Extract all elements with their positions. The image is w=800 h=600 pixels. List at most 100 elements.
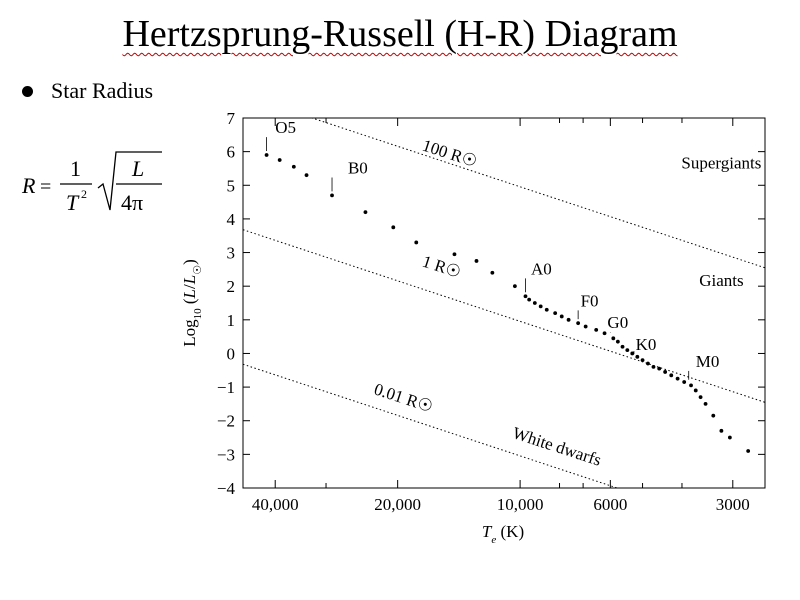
- x-axis-label-part: (K): [496, 522, 524, 541]
- main-sequence-point: [512, 284, 517, 289]
- main-sequence-point: [703, 402, 708, 406]
- main-sequence-point: [264, 153, 269, 157]
- main-sequence-point: [544, 307, 549, 312]
- x-tick-label: 6000: [593, 495, 627, 514]
- region-label: Giants: [699, 271, 743, 290]
- y-axis-label-part: (: [180, 298, 199, 308]
- main-sequence-point: [414, 240, 419, 245]
- spectral-class-label: M0: [696, 352, 720, 371]
- bullet-icon: [22, 85, 33, 97]
- main-sequence-point: [363, 210, 368, 215]
- main-sequence-point: [663, 370, 668, 374]
- radius-line-label: 0.01 R☉: [372, 380, 435, 417]
- main-sequence-point: [553, 311, 558, 315]
- bullet-text: Star Radius: [51, 78, 154, 103]
- main-sequence-point: [635, 354, 640, 359]
- spectral-class-label: F0: [581, 291, 599, 310]
- formula-radical: [97, 151, 162, 211]
- y-axis-label-part: /: [180, 284, 199, 289]
- y-tick-label: 3: [227, 244, 236, 263]
- main-sequence-point: [538, 304, 543, 309]
- formula-radical-numerator: L: [131, 156, 144, 181]
- spectral-class-label: B0: [348, 159, 368, 178]
- main-sequence-point: [615, 339, 620, 344]
- formula-exponent: 2: [81, 187, 87, 201]
- main-sequence-point: [602, 331, 607, 336]
- y-tick-label: −2: [217, 412, 235, 431]
- spectral-class-label: G0: [607, 313, 628, 332]
- region-label: White dwarfs: [510, 423, 603, 470]
- formula-numerator: 1: [70, 156, 81, 181]
- y-axis: 7 6 5 4 3 2 1 0 −1 −2 −3 −4: [217, 109, 765, 498]
- y-axis-label-part: Log: [180, 319, 199, 347]
- bullet-item: Star Radius: [22, 78, 153, 104]
- y-axis-label-part: 10: [192, 308, 204, 320]
- y-axis-label-part: ☉: [192, 265, 204, 275]
- x-axis-label-part: T: [482, 522, 493, 541]
- main-sequence-points: [264, 153, 751, 453]
- region-label: Supergiants: [681, 153, 761, 172]
- main-sequence-point: [689, 383, 693, 388]
- main-sequence-point: [640, 358, 645, 363]
- main-sequence-point: [746, 449, 751, 453]
- main-sequence-point: [583, 324, 588, 329]
- main-sequence-point: [527, 297, 532, 302]
- main-sequence-point: [611, 336, 616, 341]
- main-sequence-point: [532, 301, 537, 305]
- main-sequence-point: [523, 294, 528, 299]
- y-tick-label: 1: [227, 311, 236, 330]
- plot-frame: [242, 117, 766, 489]
- x-axis: 40,000 20,000 10,000 6000 3000: [252, 118, 750, 514]
- main-sequence-point: [490, 270, 495, 275]
- main-sequence-point: [566, 317, 571, 322]
- y-axis-label: Log10 (L/L☉): [180, 259, 204, 347]
- main-sequence-point: [559, 314, 564, 319]
- x-axis-label-part: e: [491, 534, 496, 546]
- radius-line-label: 1 R☉: [420, 252, 463, 282]
- spectral-class-label: O5: [275, 118, 296, 137]
- main-sequence-point: [646, 361, 650, 366]
- y-tick-label: 6: [227, 143, 236, 162]
- main-sequence-point: [625, 348, 630, 352]
- main-sequence-point: [304, 173, 309, 178]
- main-sequence-point: [651, 365, 656, 369]
- main-sequence-point: [719, 428, 724, 433]
- main-sequence-point: [291, 164, 296, 169]
- main-sequence-point: [474, 259, 479, 263]
- main-sequence-point: [620, 344, 625, 349]
- formula-lhs: R: [21, 173, 36, 198]
- main-sequence-point: [330, 193, 334, 198]
- y-axis-label-part: L: [180, 275, 199, 285]
- y-tick-label: −1: [217, 378, 235, 397]
- radius-line: [243, 229, 765, 403]
- title-text: Hertzsprung-Russell (H-R) Diagram: [122, 13, 678, 55]
- x-tick-label: 10,000: [497, 495, 544, 514]
- y-axis-label-part: ): [180, 259, 199, 265]
- x-tick-label: 40,000: [252, 495, 299, 514]
- radius-formula: R = 1 T 2 L 4π: [21, 151, 162, 215]
- formula-radical-denominator: 4π: [121, 190, 143, 215]
- main-sequence-point: [576, 321, 581, 326]
- y-tick-label: 2: [227, 277, 236, 296]
- radius-line-label: 100 R☉: [420, 136, 479, 171]
- y-tick-label: 7: [227, 109, 236, 128]
- spectral-class-label: K0: [636, 335, 657, 354]
- main-sequence-point: [630, 351, 635, 356]
- main-sequence-point: [669, 373, 674, 378]
- spectral-class-labels: O5 B0 A0 F0 G0 K0 M0: [266, 118, 720, 380]
- y-tick-label: 0: [227, 344, 236, 363]
- main-sequence-point: [727, 435, 732, 440]
- region-labels: Supergiants Giants White dwarfs: [510, 153, 761, 469]
- main-sequence-point: [594, 328, 599, 332]
- y-axis-label-part: L: [180, 289, 199, 299]
- slide-title: Hertzsprung-Russell (H-R) Diagram: [0, 10, 800, 58]
- main-sequence-point: [682, 380, 687, 384]
- main-sequence-point: [693, 388, 698, 393]
- formula-equals: =: [40, 176, 51, 198]
- formula-denominator: T: [66, 190, 80, 215]
- main-sequence-point: [391, 225, 396, 230]
- x-tick-label: 20,000: [374, 495, 421, 514]
- y-tick-label: −3: [217, 445, 235, 464]
- x-axis-label: Te (K): [482, 522, 524, 546]
